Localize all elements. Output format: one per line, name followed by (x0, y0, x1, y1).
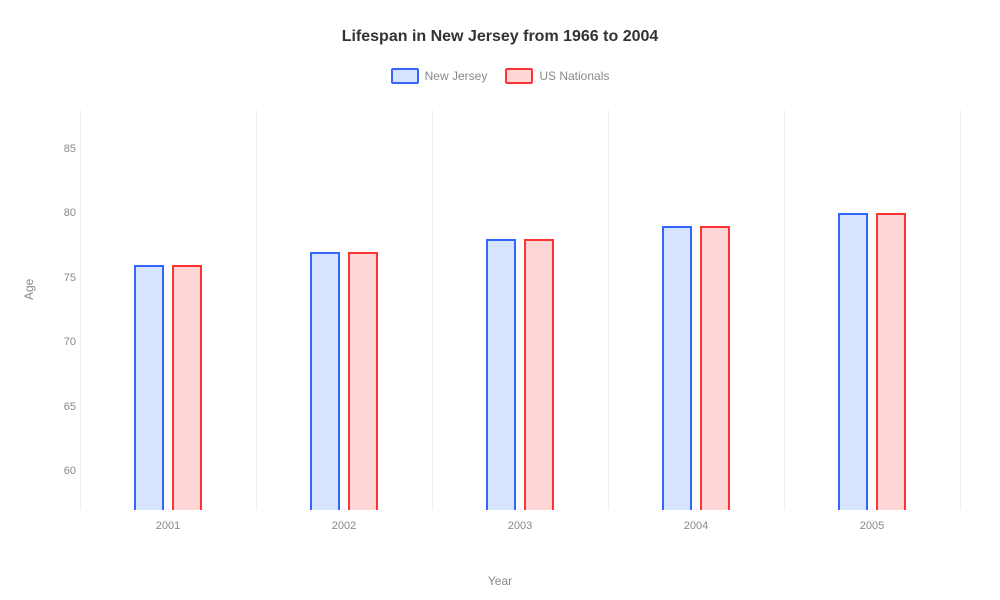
x-tick: 2004 (684, 520, 708, 532)
bar (486, 239, 516, 510)
grid-line (608, 110, 609, 510)
legend-swatch-nj (391, 68, 419, 84)
grid-line (80, 110, 81, 510)
y-tick: 65 (46, 401, 76, 413)
grid-line (256, 110, 257, 510)
grid-line (784, 110, 785, 510)
legend-item-nj: New Jersey (391, 68, 488, 84)
legend-swatch-us (505, 68, 533, 84)
bar (524, 239, 554, 510)
x-tick: 2002 (332, 520, 356, 532)
x-tick: 2003 (508, 520, 532, 532)
bar (662, 226, 692, 510)
bar (172, 265, 202, 510)
plot-area: 60657075808520012002200320042005 (80, 110, 960, 510)
chart-title: Lifespan in New Jersey from 1966 to 2004 (0, 0, 1000, 46)
y-axis-label: Age (22, 279, 36, 300)
grid-line (432, 110, 433, 510)
bar (310, 252, 340, 510)
x-tick: 2001 (156, 520, 180, 532)
bar (700, 226, 730, 510)
y-tick: 75 (46, 272, 76, 284)
y-tick: 60 (46, 465, 76, 477)
bar (348, 252, 378, 510)
y-tick: 85 (46, 143, 76, 155)
bar (838, 213, 868, 510)
bar (134, 265, 164, 510)
bar (876, 213, 906, 510)
legend-label-nj: New Jersey (425, 69, 488, 83)
y-tick: 80 (46, 207, 76, 219)
grid-line (960, 110, 961, 510)
legend: New Jersey US Nationals (0, 68, 1000, 84)
legend-item-us: US Nationals (505, 68, 609, 84)
x-axis-label: Year (0, 574, 1000, 588)
legend-label-us: US Nationals (539, 69, 609, 83)
x-tick: 2005 (860, 520, 884, 532)
chart-container: Lifespan in New Jersey from 1966 to 2004… (0, 0, 1000, 600)
y-tick: 70 (46, 336, 76, 348)
